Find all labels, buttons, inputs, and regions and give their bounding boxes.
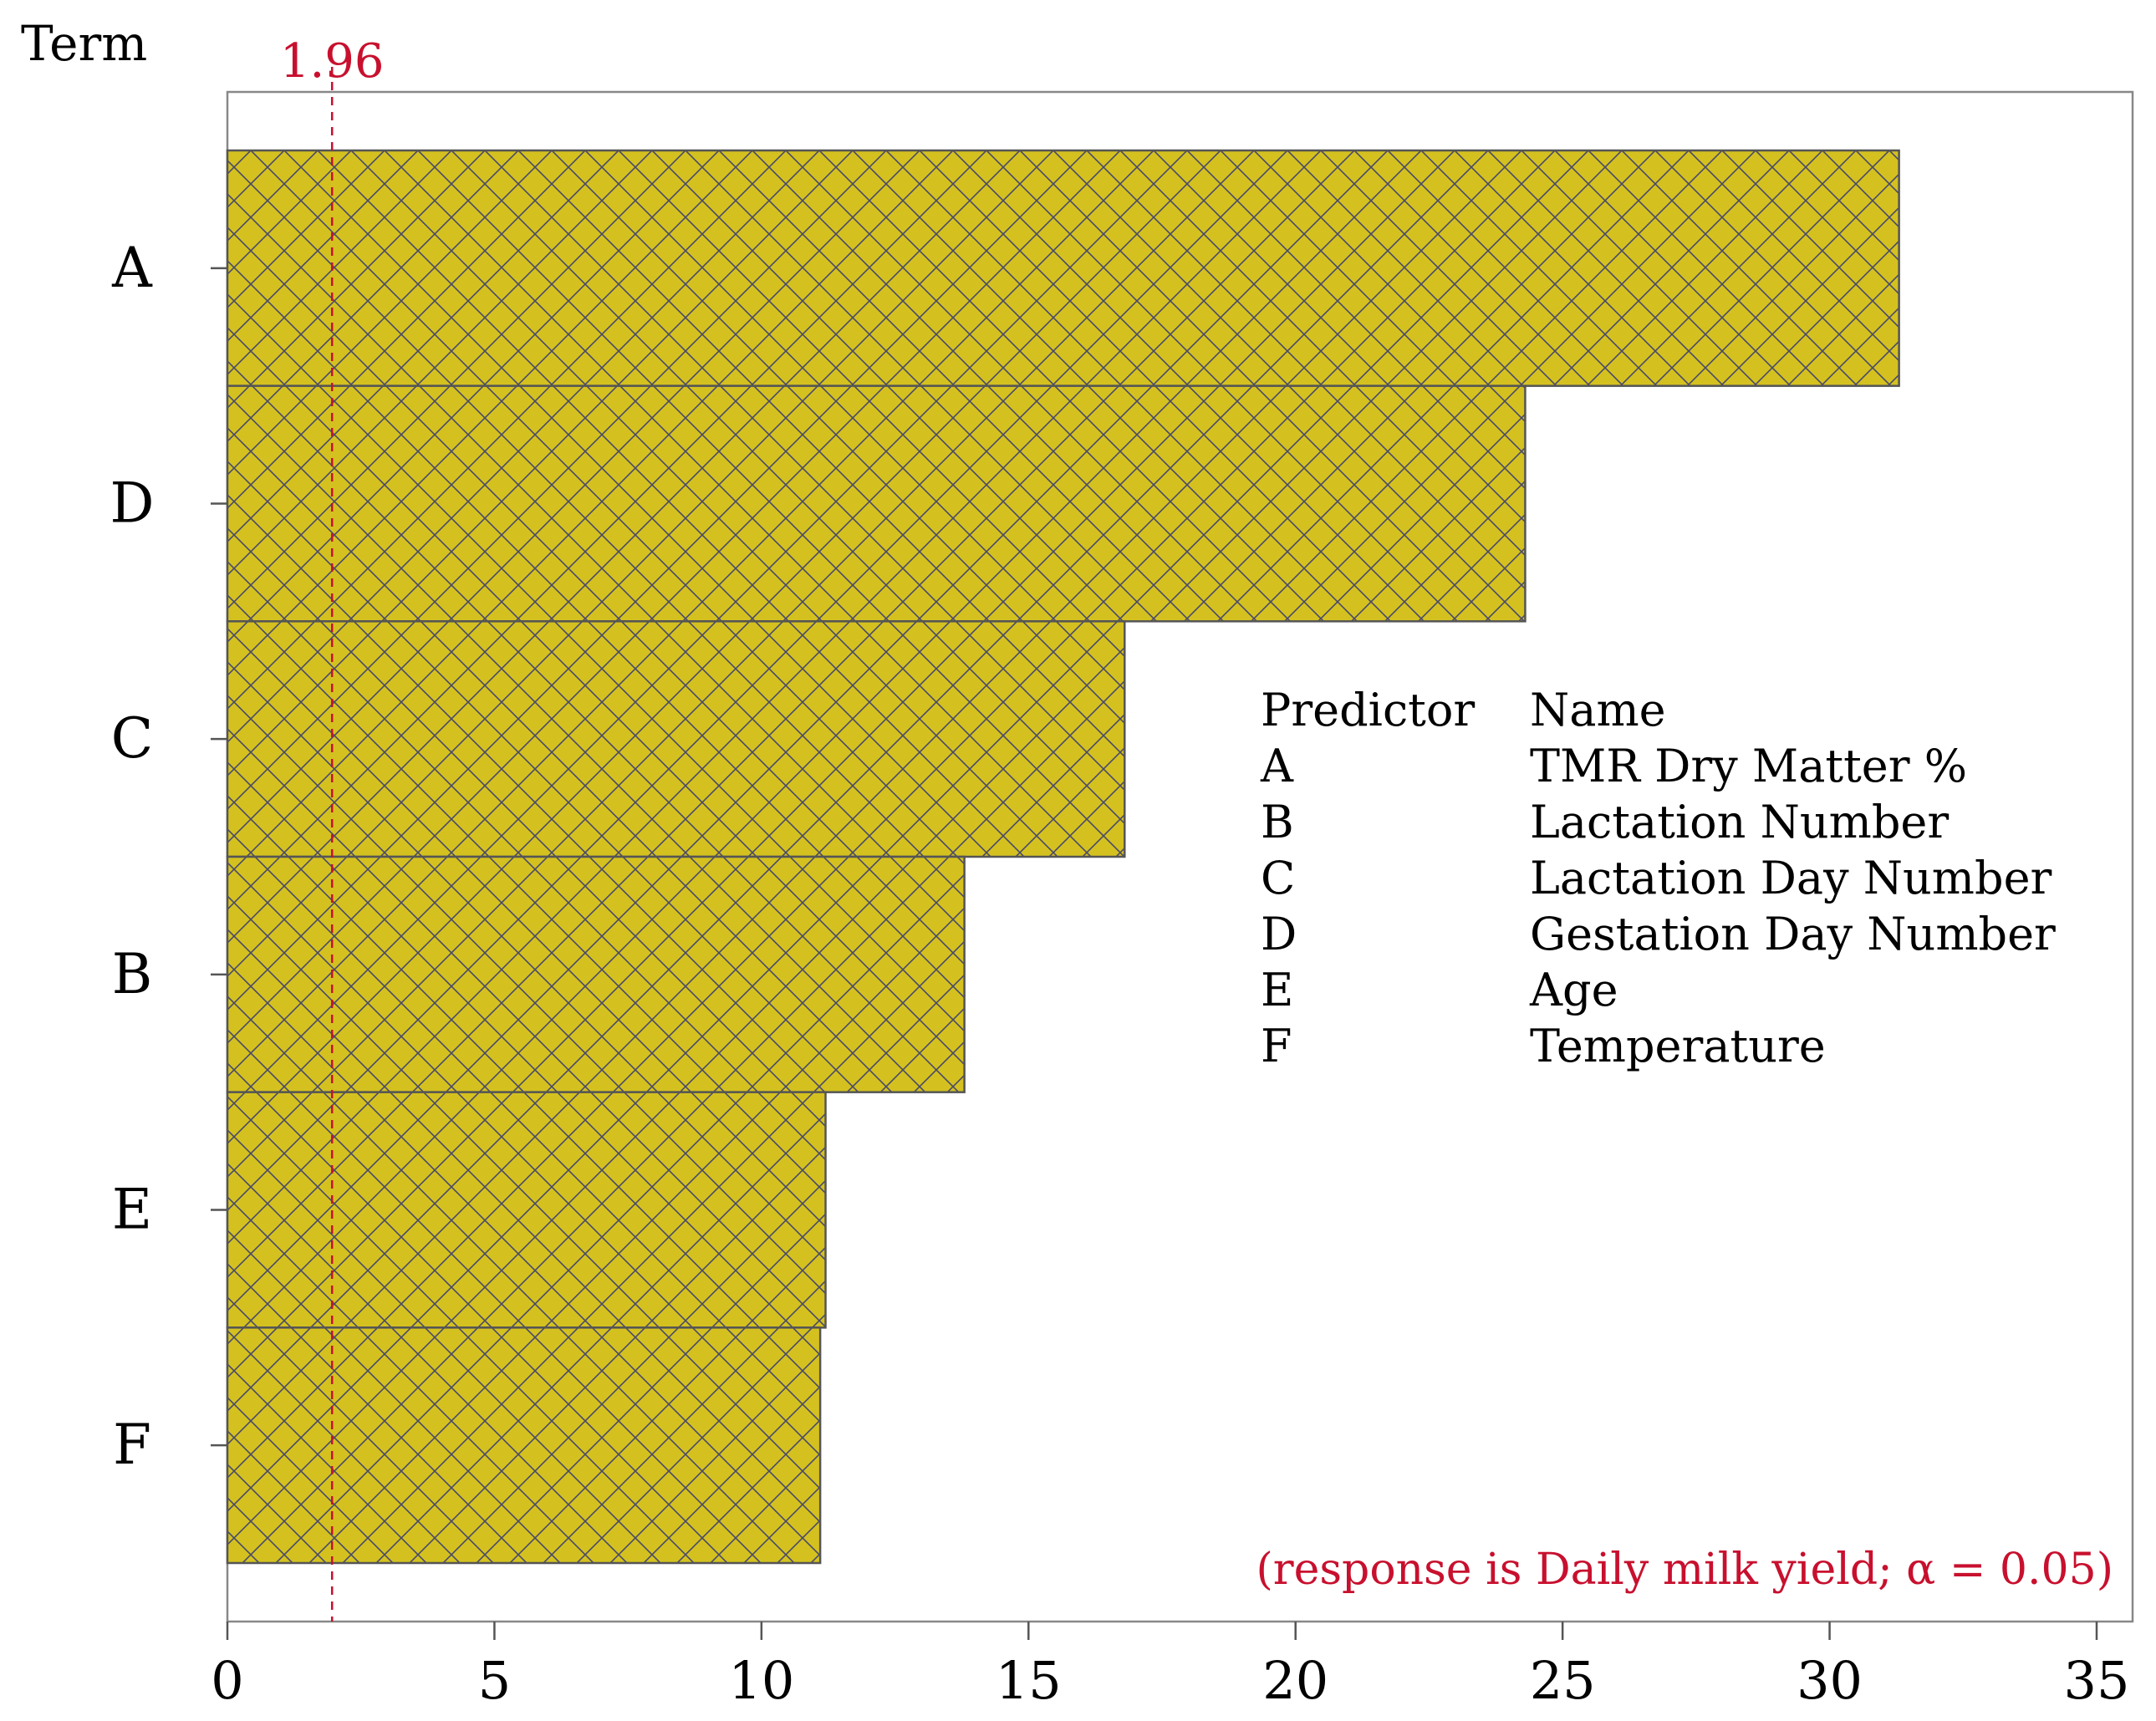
x-tick-label-0: 0 xyxy=(211,1650,243,1711)
legend-name-d: Gestation Day Number xyxy=(1530,908,2056,960)
legend-predictor-d: D xyxy=(1261,908,1297,960)
y-tick-labels: A D C B E F xyxy=(110,236,155,1477)
y-tick-label-c: C xyxy=(111,706,154,771)
y-tick-label-a: A xyxy=(111,236,153,300)
legend-predictor-f: F xyxy=(1261,1020,1292,1072)
x-axis: 0 5 10 15 20 25 30 35 xyxy=(211,1622,2129,1711)
y-tick-label-b: B xyxy=(112,942,153,1006)
y-tick-label-e: E xyxy=(112,1178,152,1242)
y-tick-marks xyxy=(211,267,227,1447)
x-tick-label-7: 35 xyxy=(2064,1650,2130,1711)
bar-f xyxy=(226,1326,822,1565)
y-tick-label-f: F xyxy=(113,1413,151,1477)
bar-b xyxy=(226,855,966,1093)
legend-name-b: Lactation Number xyxy=(1530,796,1949,848)
x-tick-label-6: 30 xyxy=(1797,1650,1863,1711)
reference-line-group: 1.96 xyxy=(280,34,385,1622)
legend-name-f: Temperature xyxy=(1530,1020,1826,1072)
legend-predictor-c: C xyxy=(1261,852,1295,904)
x-tick-label-1: 5 xyxy=(478,1650,511,1711)
x-tick-label-4: 20 xyxy=(1262,1650,1328,1711)
y-tick-label-d: D xyxy=(110,471,155,536)
legend-header-name: Name xyxy=(1530,684,1666,736)
legend-predictor-b: B xyxy=(1261,796,1294,848)
legend-table: Predictor Name A TMR Dry Matter % B Lact… xyxy=(1260,684,2056,1072)
legend-name-c: Lactation Day Number xyxy=(1530,852,2052,904)
legend-predictor-a: A xyxy=(1260,740,1294,792)
x-tick-label-5: 25 xyxy=(1530,1650,1596,1711)
bar-e xyxy=(226,1091,827,1329)
legend-predictor-e: E xyxy=(1261,964,1293,1016)
bar-c xyxy=(226,620,1126,858)
bars-group xyxy=(226,149,1900,1565)
y-axis-title: Term xyxy=(21,15,147,72)
legend-name-a: TMR Dry Matter % xyxy=(1530,740,1967,792)
legend-name-e: Age xyxy=(1529,964,1618,1016)
response-annotation: (response is Daily milk yield; α = 0.05) xyxy=(1256,1545,2113,1595)
x-tick-label-2: 10 xyxy=(728,1650,794,1711)
bar-d xyxy=(226,384,1527,623)
reference-line-label: 1.96 xyxy=(280,34,385,89)
legend-header-predictor: Predictor xyxy=(1261,684,1475,736)
x-tick-label-3: 15 xyxy=(996,1650,1062,1711)
bar-a xyxy=(226,149,1900,387)
